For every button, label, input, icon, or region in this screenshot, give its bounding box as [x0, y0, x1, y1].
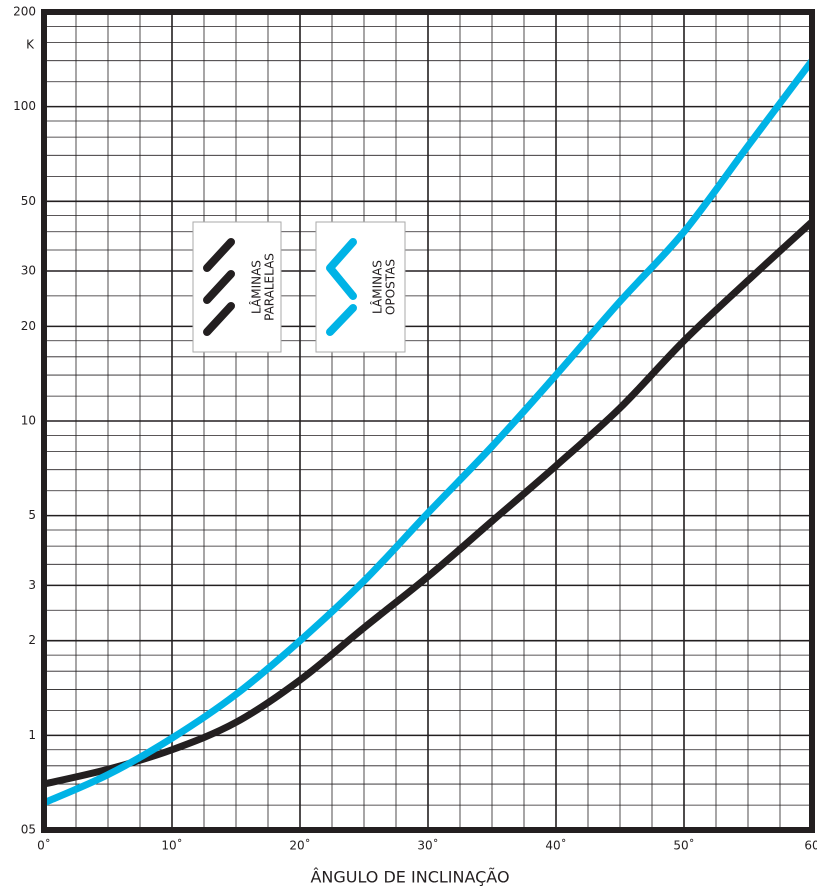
y-unit-label: K: [26, 38, 35, 52]
x-axis-label: ÂNGULO DE INCLINAÇÃO: [310, 868, 509, 887]
x-tick-label: 40˚: [545, 838, 566, 853]
legend-label: LÂMINASPARALELAS: [248, 253, 276, 321]
plot-frame: [41, 9, 815, 833]
y-tick-label: 3: [28, 578, 36, 592]
legend-icon: [203, 238, 235, 336]
y-tick-label: 30: [21, 264, 36, 278]
x-tick-label: 20˚: [289, 838, 310, 853]
curves: [44, 58, 812, 807]
y-tick-label: 100: [13, 99, 36, 113]
legend-box: [315, 221, 406, 353]
series-line: [44, 58, 812, 807]
legend-label: LÂMINASOPOSTAS: [369, 259, 397, 315]
y-tick-label: 10: [21, 414, 36, 428]
y-tick-label: 1: [28, 728, 36, 742]
y-tick-label: 20: [21, 319, 36, 333]
x-tick-label: 60: [804, 839, 817, 853]
x-tick-label: 30˚: [417, 838, 438, 853]
y-tick-label: 50: [21, 194, 36, 208]
grid: [43, 11, 813, 831]
x-tick-label: 10˚: [161, 838, 182, 853]
series-line: [44, 219, 812, 788]
x-tick-label: 0˚: [37, 838, 51, 853]
legend-icon: [326, 238, 357, 336]
y-tick-label: 05: [21, 823, 36, 837]
y-tick-label: 200: [13, 5, 36, 19]
y-tick-label: 5: [28, 508, 36, 522]
x-tick-label: 50˚: [673, 838, 694, 853]
legend-box: [192, 221, 282, 353]
y-tick-label: 2: [28, 633, 36, 647]
